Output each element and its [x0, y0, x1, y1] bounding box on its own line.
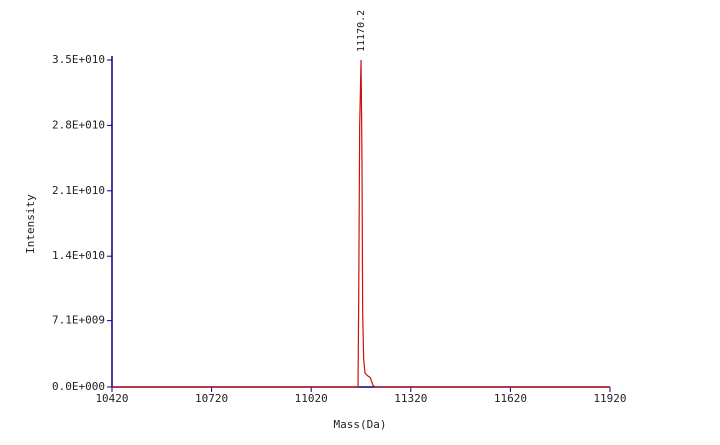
x-tick-label: 10420 — [95, 392, 128, 405]
y-axis-label: Intensity — [24, 194, 37, 254]
x-tick-label: 11620 — [494, 392, 527, 405]
x-tick-label: 10720 — [195, 392, 228, 405]
spectrum-line — [112, 59, 610, 388]
y-tick-label: 0.0E+000 — [52, 380, 105, 393]
y-tick-label: 1.4E+010 — [52, 249, 105, 262]
x-tick-label: 11020 — [295, 392, 328, 405]
y-tick-label: 3.5E+010 — [52, 53, 105, 66]
x-tick-label: 11920 — [593, 392, 626, 405]
y-tick-label: 2.1E+010 — [52, 184, 105, 197]
x-tick-label: 11320 — [394, 392, 427, 405]
y-tick-label: 2.8E+010 — [52, 118, 105, 131]
y-tick-label: 7.1E+009 — [52, 314, 105, 327]
x-axis-label: Mass(Da) — [334, 418, 387, 431]
peak-label: 11170.2 — [356, 10, 367, 52]
